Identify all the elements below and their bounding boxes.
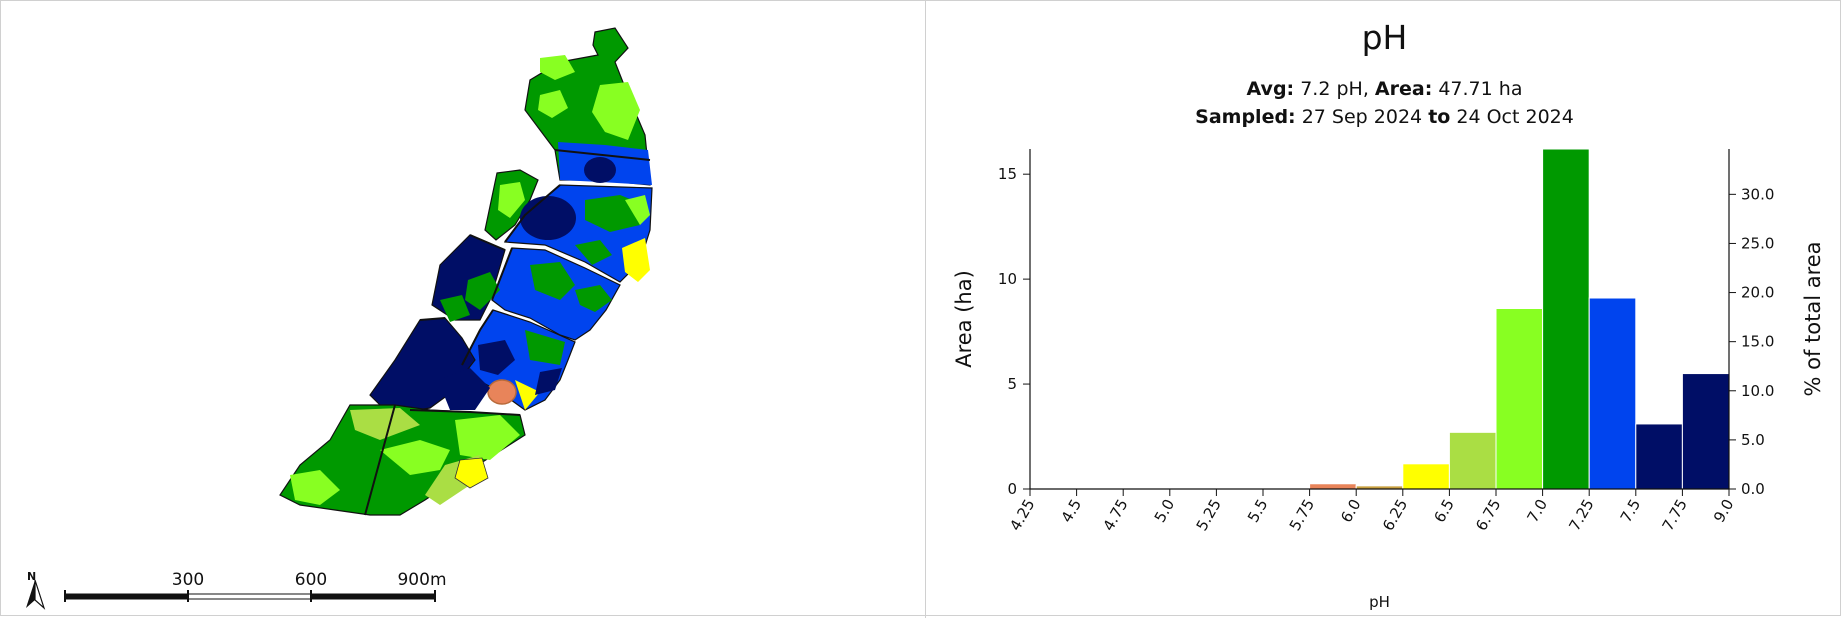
x-tick-label: 7.75 (1659, 496, 1691, 534)
sampled-from: 27 Sep 2024 (1301, 106, 1423, 128)
y-tick-label: 15 (998, 165, 1017, 183)
field-block-south (279, 404, 526, 516)
x-tick-label: 7.5 (1617, 496, 1645, 526)
scale-label-300: 300 (171, 570, 205, 590)
field-block-north (524, 27, 652, 186)
histogram-chart: 0 5 10 15 0.0 5.0 10.0 15.0 20.0 25.0 30.0 4.25 4.5 4… (952, 148, 1825, 611)
x-tick-label: 4.75 (1099, 496, 1131, 534)
y2-tick-label: 30.0 (1741, 185, 1774, 203)
north-arrow-icon (26, 579, 46, 610)
field-map[interactable] (0, 0, 925, 560)
histogram-bar-7.5 (1635, 423, 1683, 490)
histogram-bar-5.75 (1309, 483, 1357, 490)
x-tick-label: 7.0 (1524, 496, 1552, 526)
x-tick-label: 5.0 (1151, 496, 1179, 526)
north-label: N (27, 570, 37, 583)
chart-summary: Avg: 7.2 pH, Area: 47.71 ha (1246, 78, 1523, 100)
field-block-central (461, 309, 576, 411)
histogram-bar-7.25 (1588, 297, 1637, 490)
histogram-bar-6.25 (1402, 463, 1450, 490)
chart-title: pH (1361, 18, 1408, 57)
y-tick-label: 0 (1007, 480, 1017, 498)
field-boundaries (364, 149, 651, 516)
histogram-bar-7.0 (1542, 148, 1590, 490)
x-axis-title: pH (1369, 593, 1390, 611)
chart-panel: pH Avg: 7.2 pH, Area: 47.71 ha Sampled: … (926, 0, 1843, 618)
field-block-strip (484, 169, 539, 241)
y2-tick-label: 20.0 (1741, 284, 1774, 302)
scale-bar-graphic (64, 590, 436, 602)
map-panel[interactable]: N 300 600 900m (0, 0, 925, 618)
x-tick-label: 6.0 (1337, 496, 1365, 526)
field-block-south-west (369, 317, 490, 413)
y2-tick-label: 10.0 (1741, 382, 1774, 400)
field-block-mid (491, 247, 621, 341)
x-tick-label: 5.5 (1244, 496, 1272, 526)
y2-tick-label: 15.0 (1741, 333, 1774, 351)
y2-tick-label: 25.0 (1741, 234, 1774, 252)
y-tick-label: 5 (1007, 375, 1017, 393)
y2-axis-title: % of total area (1801, 241, 1825, 396)
y-tick-label: 10 (998, 270, 1017, 288)
avg-value: 7.2 pH (1300, 78, 1363, 100)
y2-tick-label: 5.0 (1741, 431, 1765, 449)
x-tick-label: 9.0 (1710, 496, 1738, 526)
x-tick-label: 6.75 (1472, 496, 1504, 534)
sampled-to: 24 Oct 2024 (1456, 106, 1574, 128)
y-axis-title: Area (ha) (952, 270, 976, 368)
x-tick-label: 6.25 (1379, 496, 1411, 534)
x-tick-label: 4.5 (1058, 496, 1086, 526)
y2-tick-label: 0.0 (1741, 480, 1765, 498)
x-tick-label: 4.25 (1006, 496, 1038, 534)
histogram-bar-6.75 (1495, 308, 1544, 490)
scale-label-900m: 900m (397, 570, 447, 590)
histogram-bar-6.5 (1448, 431, 1497, 490)
x-tick-label: 5.25 (1193, 496, 1225, 534)
x-tick-label: 6.5 (1430, 496, 1458, 526)
area-value: 47.71 ha (1438, 78, 1523, 100)
scale-label-600: 600 (294, 570, 328, 590)
x-tick-label: 7.25 (1565, 496, 1597, 534)
panel-divider (925, 0, 926, 618)
sampled-label: Sampled: (1195, 106, 1296, 128)
north-arrow: N (22, 570, 48, 610)
field-block-west (431, 234, 506, 322)
scale-bar: 300 600 900m (20, 560, 447, 616)
avg-label: Avg: (1246, 78, 1295, 100)
chart-sampled: Sampled: 27 Sep 2024 to 24 Oct 2024 (926, 106, 1843, 128)
x-tick-label: 5.75 (1286, 496, 1318, 534)
area-label: Area: (1374, 78, 1433, 100)
sampled-to-label: to (1428, 106, 1451, 128)
histogram-bar-7.75 (1681, 373, 1730, 490)
field-block-mid-north (503, 184, 653, 283)
